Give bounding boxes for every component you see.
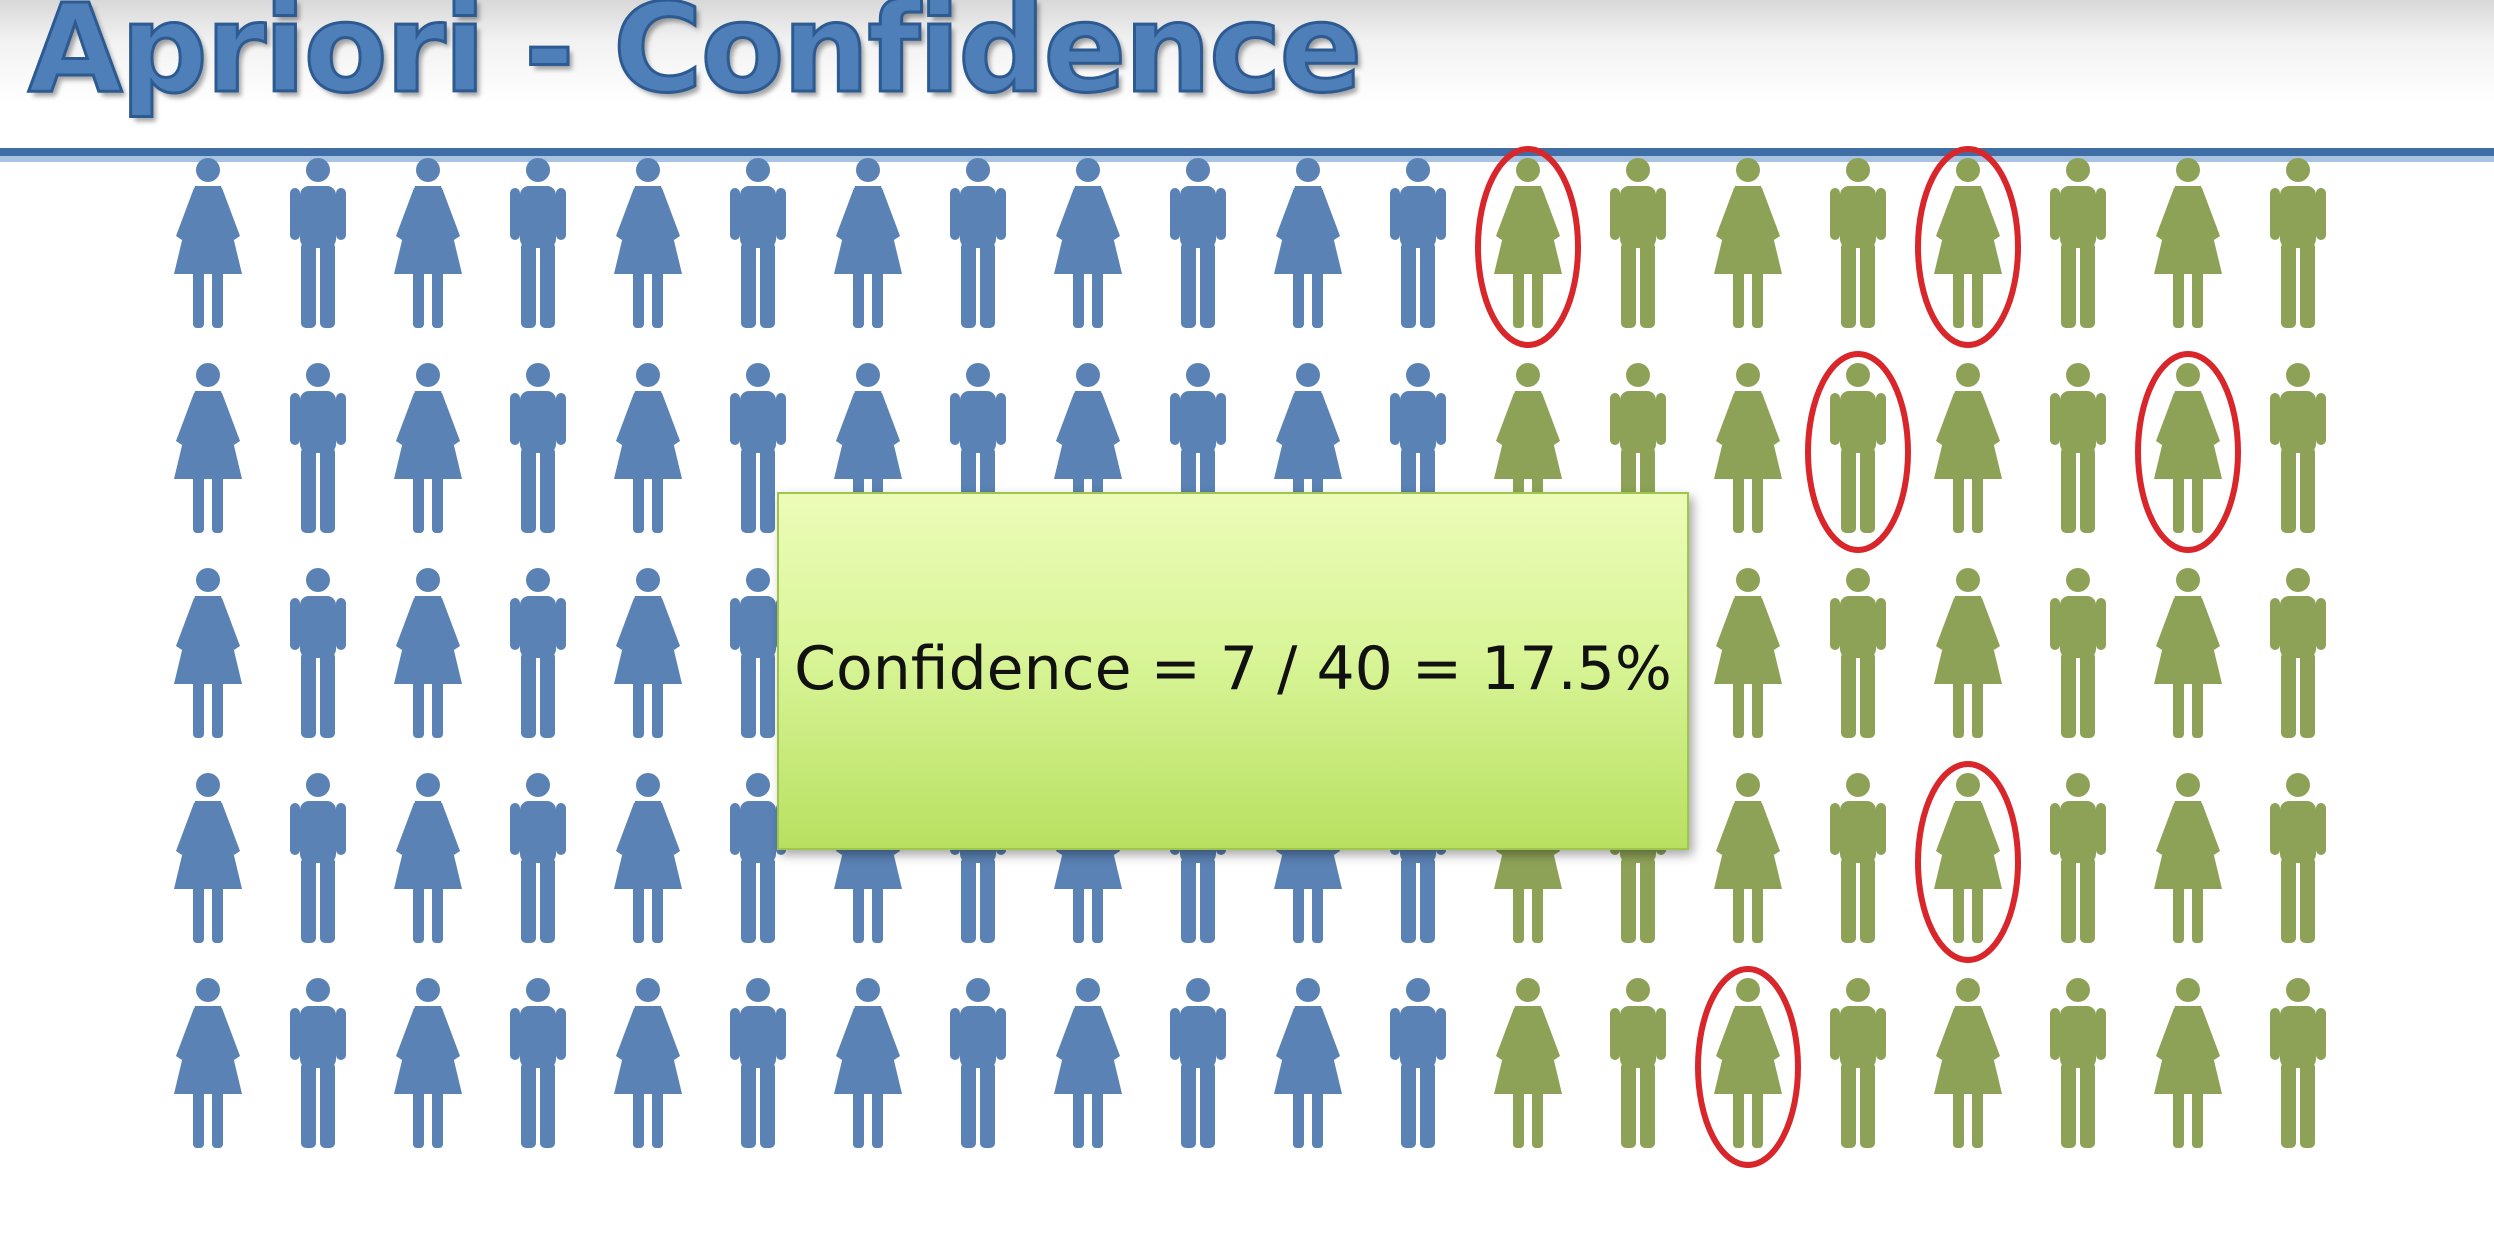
male-person-icon (1610, 978, 1666, 1148)
male-person-icon (510, 978, 566, 1148)
female-person-icon (394, 568, 462, 738)
male-person-icon (730, 978, 786, 1148)
female-person-icon (1714, 158, 1782, 328)
female-person-icon (1494, 978, 1562, 1148)
slide-title: Apriori - Confidence (26, 0, 1363, 122)
female-person-icon (1714, 978, 1782, 1148)
formula-box: Confidence = 7 / 40 = 17.5% (777, 492, 1689, 850)
male-person-icon (2270, 158, 2326, 328)
male-person-icon (1830, 363, 1886, 533)
female-person-icon (394, 363, 462, 533)
male-person-icon (2270, 363, 2326, 533)
highlight-circle (1695, 966, 1801, 1168)
male-person-icon (2050, 363, 2106, 533)
male-person-icon (290, 158, 346, 328)
title-underline (0, 148, 2494, 156)
female-person-icon (174, 158, 242, 328)
male-person-icon (2270, 978, 2326, 1148)
male-person-icon (1830, 568, 1886, 738)
female-person-icon (1494, 158, 1562, 328)
female-person-icon (834, 363, 902, 533)
male-person-icon (1390, 978, 1446, 1148)
female-person-icon (1934, 568, 2002, 738)
male-person-icon (950, 978, 1006, 1148)
highlight-circle (1475, 146, 1581, 348)
male-person-icon (510, 363, 566, 533)
male-person-icon (290, 363, 346, 533)
male-person-icon (2270, 568, 2326, 738)
highlight-circle (2135, 351, 2241, 553)
female-person-icon (614, 773, 682, 943)
female-person-icon (614, 158, 682, 328)
male-person-icon (950, 158, 1006, 328)
male-person-icon (1170, 978, 1226, 1148)
male-person-icon (510, 158, 566, 328)
female-person-icon (174, 978, 242, 1148)
male-person-icon (1830, 773, 1886, 943)
female-person-icon (2154, 363, 2222, 533)
male-person-icon (2270, 773, 2326, 943)
highlight-circle (1915, 761, 2021, 963)
title-underline-highlight (0, 156, 2494, 162)
female-person-icon (1274, 158, 1342, 328)
male-person-icon (730, 363, 786, 533)
female-person-icon (394, 158, 462, 328)
female-person-icon (1274, 978, 1342, 1148)
female-person-icon (1054, 158, 1122, 328)
male-person-icon (1390, 158, 1446, 328)
female-person-icon (174, 773, 242, 943)
male-person-icon (290, 773, 346, 943)
male-person-icon (510, 773, 566, 943)
female-person-icon (2154, 978, 2222, 1148)
female-person-icon (614, 978, 682, 1148)
female-person-icon (174, 363, 242, 533)
male-person-icon (290, 978, 346, 1148)
female-person-icon (174, 568, 242, 738)
male-person-icon (1830, 158, 1886, 328)
female-person-icon (2154, 773, 2222, 943)
female-person-icon (1714, 568, 1782, 738)
header-background (0, 0, 2494, 148)
female-person-icon (1934, 773, 2002, 943)
female-person-icon (614, 568, 682, 738)
male-person-icon (510, 568, 566, 738)
female-person-icon (394, 978, 462, 1148)
female-person-icon (1934, 363, 2002, 533)
female-person-icon (1934, 978, 2002, 1148)
female-person-icon (1714, 773, 1782, 943)
male-person-icon (2050, 773, 2106, 943)
female-person-icon (1714, 363, 1782, 533)
highlight-circle (1915, 146, 2021, 348)
male-person-icon (2050, 978, 2106, 1148)
female-person-icon (2154, 568, 2222, 738)
female-person-icon (614, 363, 682, 533)
female-person-icon (2154, 158, 2222, 328)
male-person-icon (1610, 158, 1666, 328)
female-person-icon (1934, 158, 2002, 328)
female-person-icon (834, 978, 902, 1148)
highlight-circle (1805, 351, 1911, 553)
female-person-icon (834, 158, 902, 328)
female-person-icon (1054, 978, 1122, 1148)
male-person-icon (1170, 158, 1226, 328)
female-person-icon (394, 773, 462, 943)
confidence-formula: Confidence = 7 / 40 = 17.5% (794, 634, 1672, 704)
male-person-icon (730, 158, 786, 328)
male-person-icon (2050, 568, 2106, 738)
male-person-icon (1830, 978, 1886, 1148)
male-person-icon (290, 568, 346, 738)
male-person-icon (2050, 158, 2106, 328)
